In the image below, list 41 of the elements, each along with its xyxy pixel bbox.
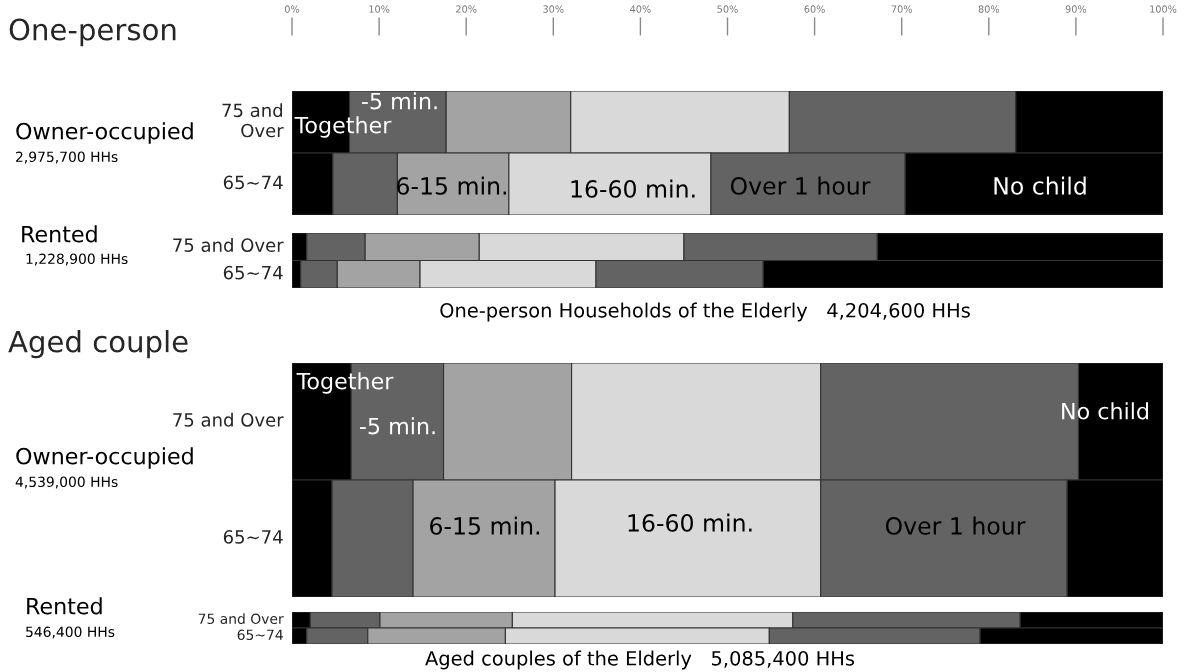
y-tick-label: 75 and Over bbox=[173, 238, 284, 252]
x-tick-label: 20% bbox=[456, 5, 477, 13]
text: Rented bbox=[22, 225, 97, 243]
annotation: 16-60 min. bbox=[571, 179, 695, 198]
y-tick-label: 65∼74 bbox=[223, 265, 283, 280]
x-tick-label: 90% bbox=[1065, 5, 1087, 13]
x-tick-label: 100% bbox=[1150, 5, 1177, 13]
text: Owner-occupied bbox=[16, 122, 193, 144]
x-tick-label: 60% bbox=[804, 5, 825, 13]
annotation: Together bbox=[294, 116, 392, 138]
x-tick-label: 0% bbox=[284, 5, 300, 13]
y-tick-label: 65∼74 bbox=[237, 629, 283, 641]
text: Aged couples of the Elderly 5,085,400 HHs bbox=[425, 650, 855, 670]
y-tick-label: 75 and Over bbox=[198, 613, 284, 625]
y-tick-label: 75 and Over bbox=[173, 412, 284, 427]
annotation: Over 1 hour bbox=[730, 176, 871, 195]
chart-title: One-person bbox=[9, 18, 176, 47]
text: Rented bbox=[27, 597, 102, 615]
x-tick-label: 10% bbox=[369, 5, 390, 13]
text: 4,539,000 HHs bbox=[15, 476, 118, 489]
annotation: -5 min. bbox=[359, 417, 435, 435]
annotation: Over 1 hour bbox=[885, 516, 1026, 535]
chart-title: Aged couple bbox=[8, 330, 188, 359]
text: Owner-occupied bbox=[16, 447, 193, 469]
annotation: 16-60 min. bbox=[628, 513, 752, 532]
x-tick-label: 40% bbox=[630, 5, 651, 13]
text: 2,975,700 HHs bbox=[16, 151, 118, 164]
x-tick-label: 50% bbox=[717, 5, 738, 13]
text: 546,400 HHs bbox=[26, 626, 115, 639]
y-tick-label: 75 and Over bbox=[222, 103, 284, 138]
annotation: Together bbox=[296, 372, 394, 394]
y-tick-label: 65∼74 bbox=[223, 530, 283, 544]
y-tick-label: 65∼74 bbox=[223, 175, 283, 190]
text: One-person Households of the Elderly 4,204,600 HHs bbox=[440, 302, 970, 322]
annotation: -5 min. bbox=[361, 92, 437, 110]
annotation: 6-15 min. bbox=[430, 516, 540, 535]
x-tick-label: 70% bbox=[891, 5, 912, 13]
x-tick-label: 30% bbox=[543, 5, 564, 13]
text: 1,228,900 HHs bbox=[26, 253, 128, 266]
x-tick-label: 80% bbox=[978, 5, 1000, 13]
annotation: No child bbox=[994, 176, 1086, 195]
